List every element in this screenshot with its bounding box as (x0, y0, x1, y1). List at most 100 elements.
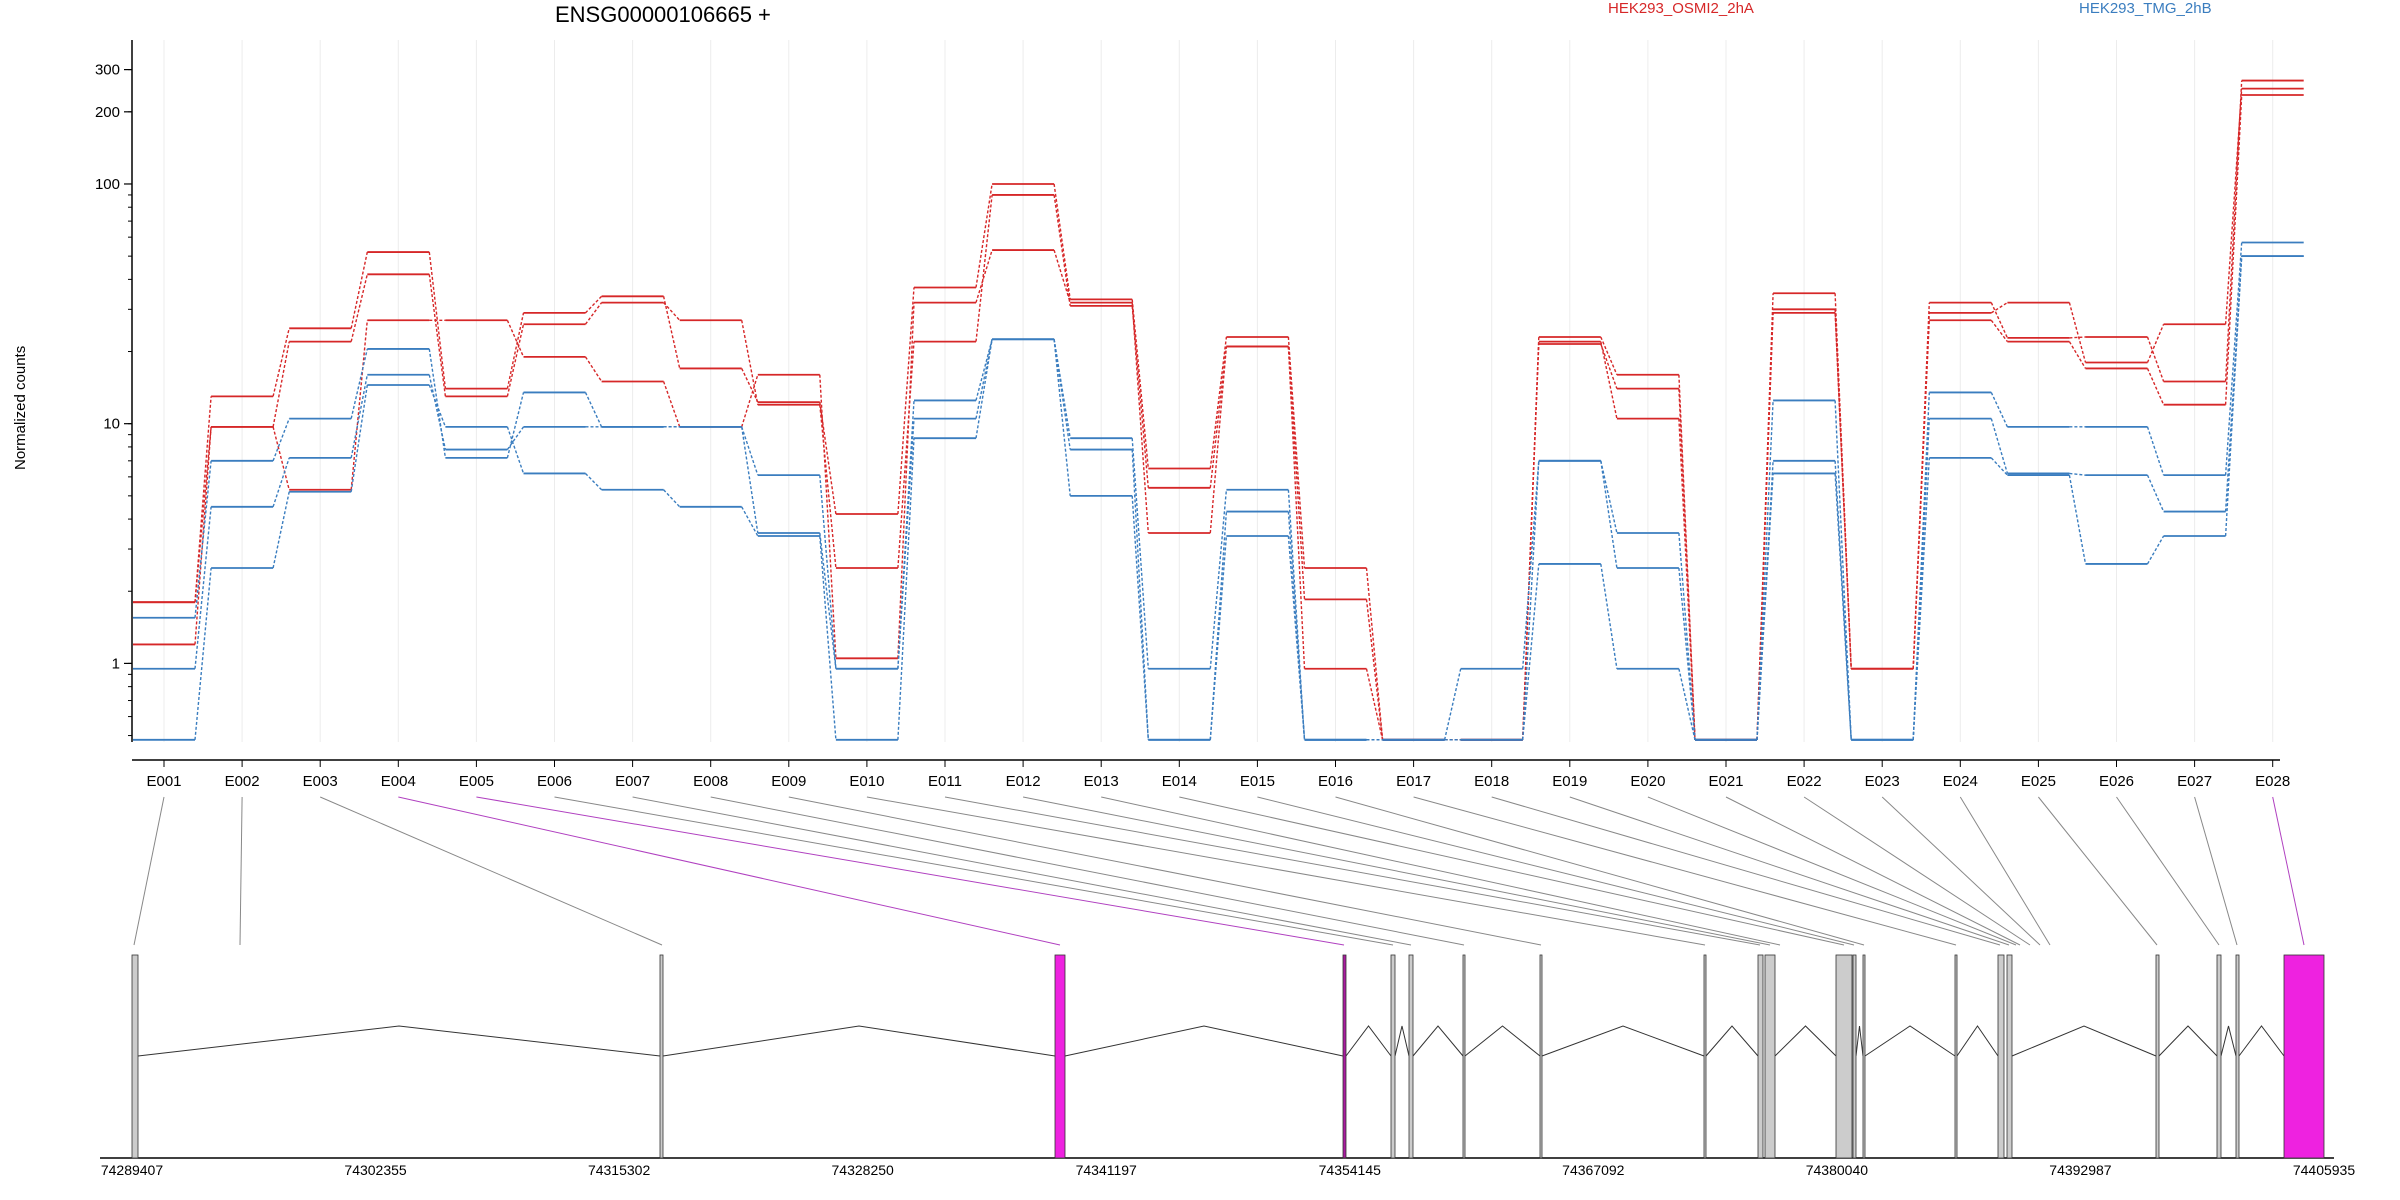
exon-block (1390, 954, 1396, 1159)
series-line (133, 79, 2304, 741)
exon-transition (1287, 489, 1306, 740)
exon-transition (741, 426, 759, 534)
genomic-tick-label: 74354145 (1319, 1162, 1382, 1178)
exon-connector (2194, 796, 2238, 946)
intron-line (1064, 1025, 1344, 1057)
exon-block (2155, 954, 2160, 1159)
exon-connector (133, 796, 165, 946)
exon-transition (194, 567, 212, 740)
exon-transition (2146, 336, 2165, 382)
exon-block (1054, 954, 1066, 1159)
exon-transition (1287, 535, 1306, 740)
exon-transition (2068, 475, 2087, 565)
exon-transition (1365, 599, 1384, 740)
exon-transition (1912, 457, 1930, 740)
exon-connector (1491, 796, 2001, 946)
exon-transition (1209, 535, 1228, 740)
exon-transition (272, 457, 290, 508)
series-line (133, 255, 2304, 741)
exon-transition (350, 320, 368, 490)
exon-transition (272, 328, 290, 397)
x-tick-label: E009 (771, 773, 806, 790)
exon-block (1462, 954, 1466, 1159)
exon-transition (975, 249, 993, 303)
exon-transition (272, 426, 290, 490)
exon-connector (1959, 796, 2051, 946)
exon-transition (506, 426, 525, 474)
vertical-grid (163, 40, 2274, 742)
exon-transition (1287, 346, 1306, 669)
exon-block (1852, 954, 1857, 1159)
intron-line (2220, 1025, 2237, 1057)
y-tick-label: 100 (95, 176, 120, 193)
exon-transition (1131, 302, 1149, 534)
exon-transition (272, 418, 290, 462)
exon-transition (2224, 88, 2243, 325)
x-tick-label: E005 (459, 773, 494, 790)
exon-block (1757, 954, 1764, 1159)
exon-transition (2069, 336, 2086, 339)
x-tick-label: E008 (693, 773, 728, 790)
exon-transition (1209, 346, 1228, 534)
intron-line (2238, 1025, 2285, 1057)
exon-transition (1131, 438, 1149, 669)
exon-transition (1209, 511, 1228, 740)
exon-connector (1101, 796, 1781, 946)
exon-transition (272, 341, 290, 427)
exon-transition (428, 251, 447, 389)
intron-line (1464, 1025, 1541, 1057)
x-tick-label: E018 (1474, 773, 1509, 790)
y-tick-label: 200 (95, 104, 120, 121)
exon-transition (741, 320, 759, 405)
exon-transition (194, 426, 212, 645)
exon-connector (710, 796, 1465, 946)
exon-transition (1209, 336, 1228, 469)
exon-block (1862, 954, 1866, 1159)
exon-connector (632, 796, 1412, 946)
intron-line (2011, 1025, 2157, 1057)
exon-connector (1413, 796, 1957, 946)
exon-transition (2146, 535, 2165, 565)
exon-connector (866, 796, 1706, 946)
exon-connector (944, 796, 1761, 946)
intron-line (1956, 1025, 1999, 1057)
intron-line (1705, 1025, 1759, 1057)
exon-connector (1647, 796, 2017, 946)
exon-transition (819, 475, 837, 669)
intron-line (1864, 1025, 1956, 1057)
exon-transition (1053, 183, 1071, 300)
exon-transition (1678, 418, 1696, 740)
exon-transition (1990, 302, 2009, 339)
genomic-tick-label: 74367092 (1562, 1162, 1625, 1178)
exon-transition (897, 341, 915, 569)
x-tick-label: E017 (1396, 773, 1431, 790)
exon-connector (1023, 796, 1771, 946)
intron-line (1774, 1025, 1837, 1057)
exon-connectors (133, 796, 2305, 946)
exon-block (1764, 954, 1776, 1159)
exon-transition (1678, 668, 1696, 740)
exon-transition (194, 426, 212, 603)
exon-connector (1569, 796, 2010, 946)
exon-transition (1678, 374, 1696, 740)
gene-model: 74289407 74302355 74315302 74328250 74341197… (100, 954, 2356, 1178)
exon-transition (428, 384, 447, 428)
genomic-tick-label: 74341197 (1076, 1162, 1137, 1178)
exon-transition (1600, 341, 1618, 419)
exon-transition (1912, 418, 1930, 740)
exon-transition (350, 348, 368, 419)
exon-block (2283, 954, 2325, 1159)
x-tick-label: E024 (1943, 773, 1978, 790)
x-tick-label: E007 (615, 773, 650, 790)
exon-transition (194, 460, 212, 618)
exon-block (1342, 954, 1347, 1159)
exon-transition (1990, 302, 2008, 314)
genomic-tick-label: 74392987 (2049, 1162, 2112, 1178)
x-tick-label: E014 (1162, 773, 1197, 790)
exon-connector (1881, 796, 2041, 946)
genomic-tick-label: 74405935 (2293, 1162, 2356, 1178)
intron-line (1412, 1025, 1464, 1057)
legend-entry-osmi2: HEK293_OSMI2_2hA (1608, 0, 1754, 17)
exon-transition (2224, 80, 2243, 382)
exon-transition (1834, 400, 1852, 740)
